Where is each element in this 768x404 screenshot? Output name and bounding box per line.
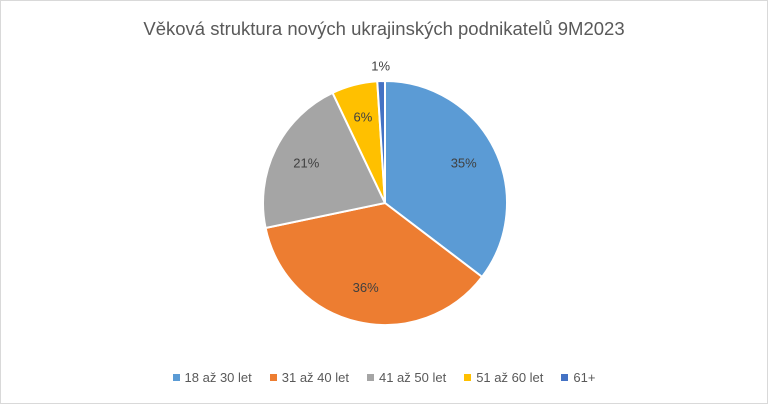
pie-slice-18-a-30-let: [384, 79, 508, 279]
legend-label: 31 až 40 let: [281, 370, 349, 385]
legend-swatch: [464, 374, 472, 381]
legend-swatch: [561, 374, 569, 381]
legend-label: 41 až 50 let: [378, 370, 447, 385]
legend: 18 až 30 let 31 až 40 let 41 až 50 let 51 a…: [1, 370, 767, 385]
data-label-51-a-60-let: 6%: [354, 109, 373, 124]
pie-slice-61: [376, 79, 386, 204]
data-label-61: 1%: [371, 59, 390, 74]
legend-item-41-a-50-let: 41 až 50 let: [366, 370, 447, 385]
legend-item-18-a-30-let: 18 až 30 let: [172, 370, 252, 385]
data-label-18-a-30-let: 35%: [451, 155, 477, 170]
legend-item-31-a-40-let: 31 až 40 let: [269, 370, 349, 385]
data-label-31-a-40-let: 36%: [353, 280, 379, 295]
legend-item-51-a-60-let: 51 až 60 let: [464, 370, 543, 385]
pie-slice-31-a-40-let: [264, 201, 484, 326]
legend-label: 51 až 60 let: [476, 370, 544, 385]
legend-label: 18 až 30 let: [184, 370, 252, 385]
pie-slice-41-a-50-let: [262, 91, 387, 230]
legend-swatch: [269, 374, 277, 381]
legend-item-61: 61+: [561, 370, 595, 385]
legend-swatch: [366, 374, 374, 381]
legend-swatch: [172, 374, 180, 381]
chart-title: Věková struktura nových ukrajinských pod…: [143, 18, 625, 39]
data-label-41-a-50-let: 21%: [293, 155, 319, 170]
legend-label: 61+: [573, 370, 596, 385]
